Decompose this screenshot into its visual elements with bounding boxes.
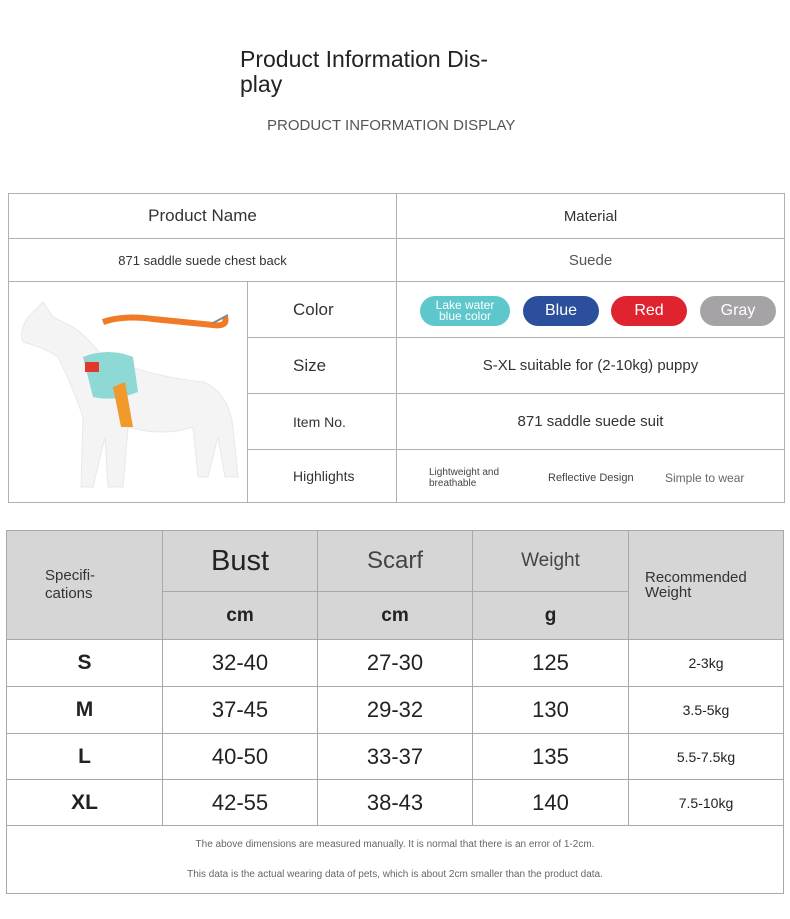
weight-header: Weight bbox=[472, 530, 629, 592]
highlights-values: Lightweight and breathable Reflective De… bbox=[396, 449, 785, 503]
page-title: Product Information Dis- play bbox=[240, 46, 488, 97]
recommended-weight-header: Recommended Weight bbox=[628, 530, 784, 640]
bust-unit: cm bbox=[162, 591, 318, 640]
cell-bust: 42-55 bbox=[162, 779, 318, 826]
cell-bust: 32-40 bbox=[162, 639, 318, 687]
scarf-header: Scarf bbox=[317, 530, 473, 592]
bust-header: Bust bbox=[162, 530, 318, 592]
product-name-value: 871 saddle suede chest back bbox=[8, 238, 397, 282]
highlights-label: Highlights bbox=[247, 449, 397, 503]
specifications-header: Specifi- cations bbox=[6, 530, 163, 640]
cell-rec: 7.5-10kg bbox=[628, 779, 784, 826]
item-no-value: 871 saddle suede suit bbox=[396, 393, 785, 450]
cell-weight: 125 bbox=[472, 639, 629, 687]
cell-rec: 5.5-7.5kg bbox=[628, 733, 784, 780]
size-notes: The above dimensions are measured manual… bbox=[6, 825, 784, 894]
color-label: Color bbox=[247, 281, 397, 338]
material-header: Material bbox=[396, 193, 785, 239]
cell-size: L bbox=[6, 733, 163, 780]
cell-size: M bbox=[6, 686, 163, 734]
highlight-reflective: Reflective Design bbox=[548, 472, 634, 484]
color-option-lake-blue[interactable]: Lake water blue color bbox=[420, 296, 510, 326]
cell-bust: 40-50 bbox=[162, 733, 318, 780]
color-option-gray[interactable]: Gray bbox=[700, 296, 776, 326]
color-option-red[interactable]: Red bbox=[611, 296, 687, 326]
item-no-label: Item No. bbox=[247, 393, 397, 450]
note-wearing: This data is the actual wearing data of … bbox=[187, 869, 603, 880]
weight-unit: g bbox=[472, 591, 629, 640]
dog-harness-image bbox=[21, 301, 239, 488]
cell-scarf: 27-30 bbox=[317, 639, 473, 687]
cell-weight: 140 bbox=[472, 779, 629, 826]
cell-scarf: 38-43 bbox=[317, 779, 473, 826]
cell-size: XL bbox=[6, 779, 163, 826]
size-value: S-XL suitable for (2-10kg) puppy bbox=[396, 337, 785, 394]
highlight-lightweight: Lightweight and breathable bbox=[429, 467, 500, 489]
cell-rec: 2-3kg bbox=[628, 639, 784, 687]
color-option-blue[interactable]: Blue bbox=[523, 296, 599, 326]
highlight-simple: Simple to wear bbox=[665, 471, 745, 485]
note-measurement: The above dimensions are measured manual… bbox=[195, 839, 595, 850]
size-label: Size bbox=[247, 337, 397, 394]
material-value: Suede bbox=[396, 238, 785, 282]
cell-size: S bbox=[6, 639, 163, 687]
page-subtitle: PRODUCT INFORMATION DISPLAY bbox=[267, 117, 516, 134]
product-name-header: Product Name bbox=[8, 193, 397, 239]
product-image bbox=[8, 281, 248, 503]
cell-weight: 130 bbox=[472, 686, 629, 734]
cell-bust: 37-45 bbox=[162, 686, 318, 734]
cell-scarf: 33-37 bbox=[317, 733, 473, 780]
cell-scarf: 29-32 bbox=[317, 686, 473, 734]
scarf-unit: cm bbox=[317, 591, 473, 640]
color-options: Lake water blue color Blue Red Gray bbox=[396, 281, 785, 338]
cell-weight: 135 bbox=[472, 733, 629, 780]
cell-rec: 3.5-5kg bbox=[628, 686, 784, 734]
